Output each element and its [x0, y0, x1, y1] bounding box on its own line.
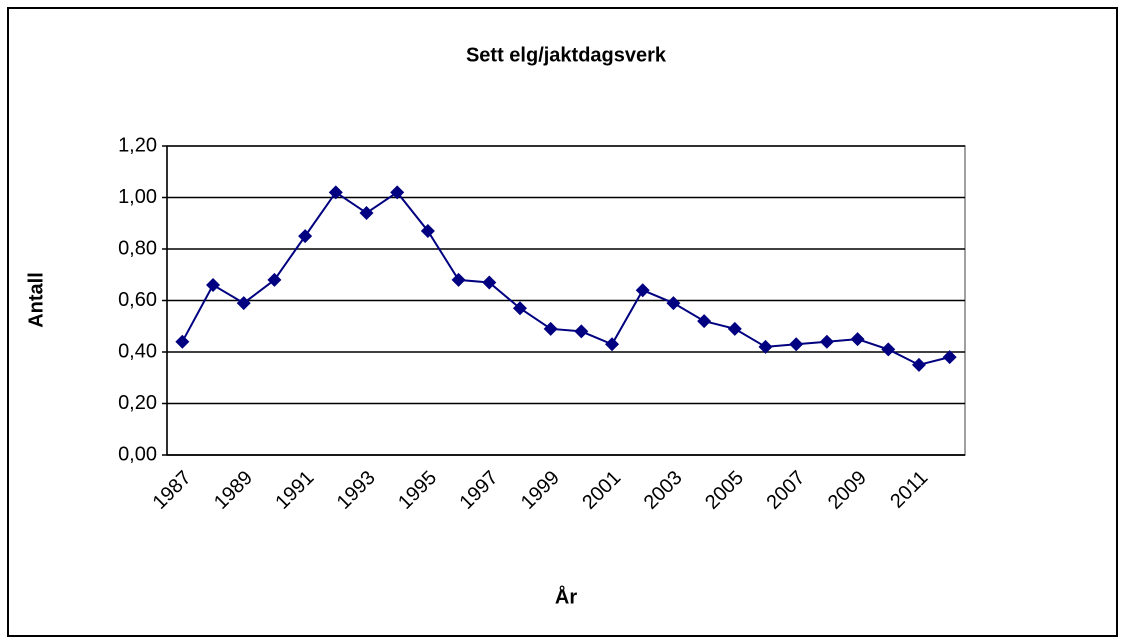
marker [420, 223, 435, 238]
marker [666, 296, 681, 311]
marker [328, 185, 343, 200]
y-axis-label: Antall [25, 272, 47, 328]
marker [758, 339, 773, 354]
marker [819, 334, 834, 349]
marker [175, 334, 190, 349]
marker [543, 321, 558, 336]
marker [482, 275, 497, 290]
marker [236, 296, 251, 311]
y-tick-label: 0,00 [118, 443, 157, 465]
marker [359, 205, 374, 220]
marker [635, 283, 650, 298]
marker [727, 321, 742, 336]
marker [298, 229, 313, 244]
marker [267, 272, 282, 287]
marker [697, 314, 712, 329]
marker [850, 332, 865, 347]
marker [512, 301, 527, 316]
marker [574, 324, 589, 339]
marker [911, 357, 926, 372]
marker [789, 337, 804, 352]
marker [451, 272, 466, 287]
x-axis-label: År [555, 584, 577, 608]
y-tick-label: 0,20 [118, 392, 157, 414]
marker [206, 278, 221, 293]
y-tick-label: 1,20 [118, 134, 157, 156]
y-tick-label: 0,60 [118, 289, 157, 311]
marker [390, 185, 405, 200]
marker [942, 350, 957, 365]
marker [881, 342, 896, 357]
y-tick-label: 0,80 [118, 237, 157, 259]
y-tick-label: 0,40 [118, 340, 157, 362]
y-tick-label: 1,00 [118, 186, 157, 208]
marker [605, 337, 620, 352]
chart-title: Sett elg/jaktdagsverk [466, 44, 667, 66]
